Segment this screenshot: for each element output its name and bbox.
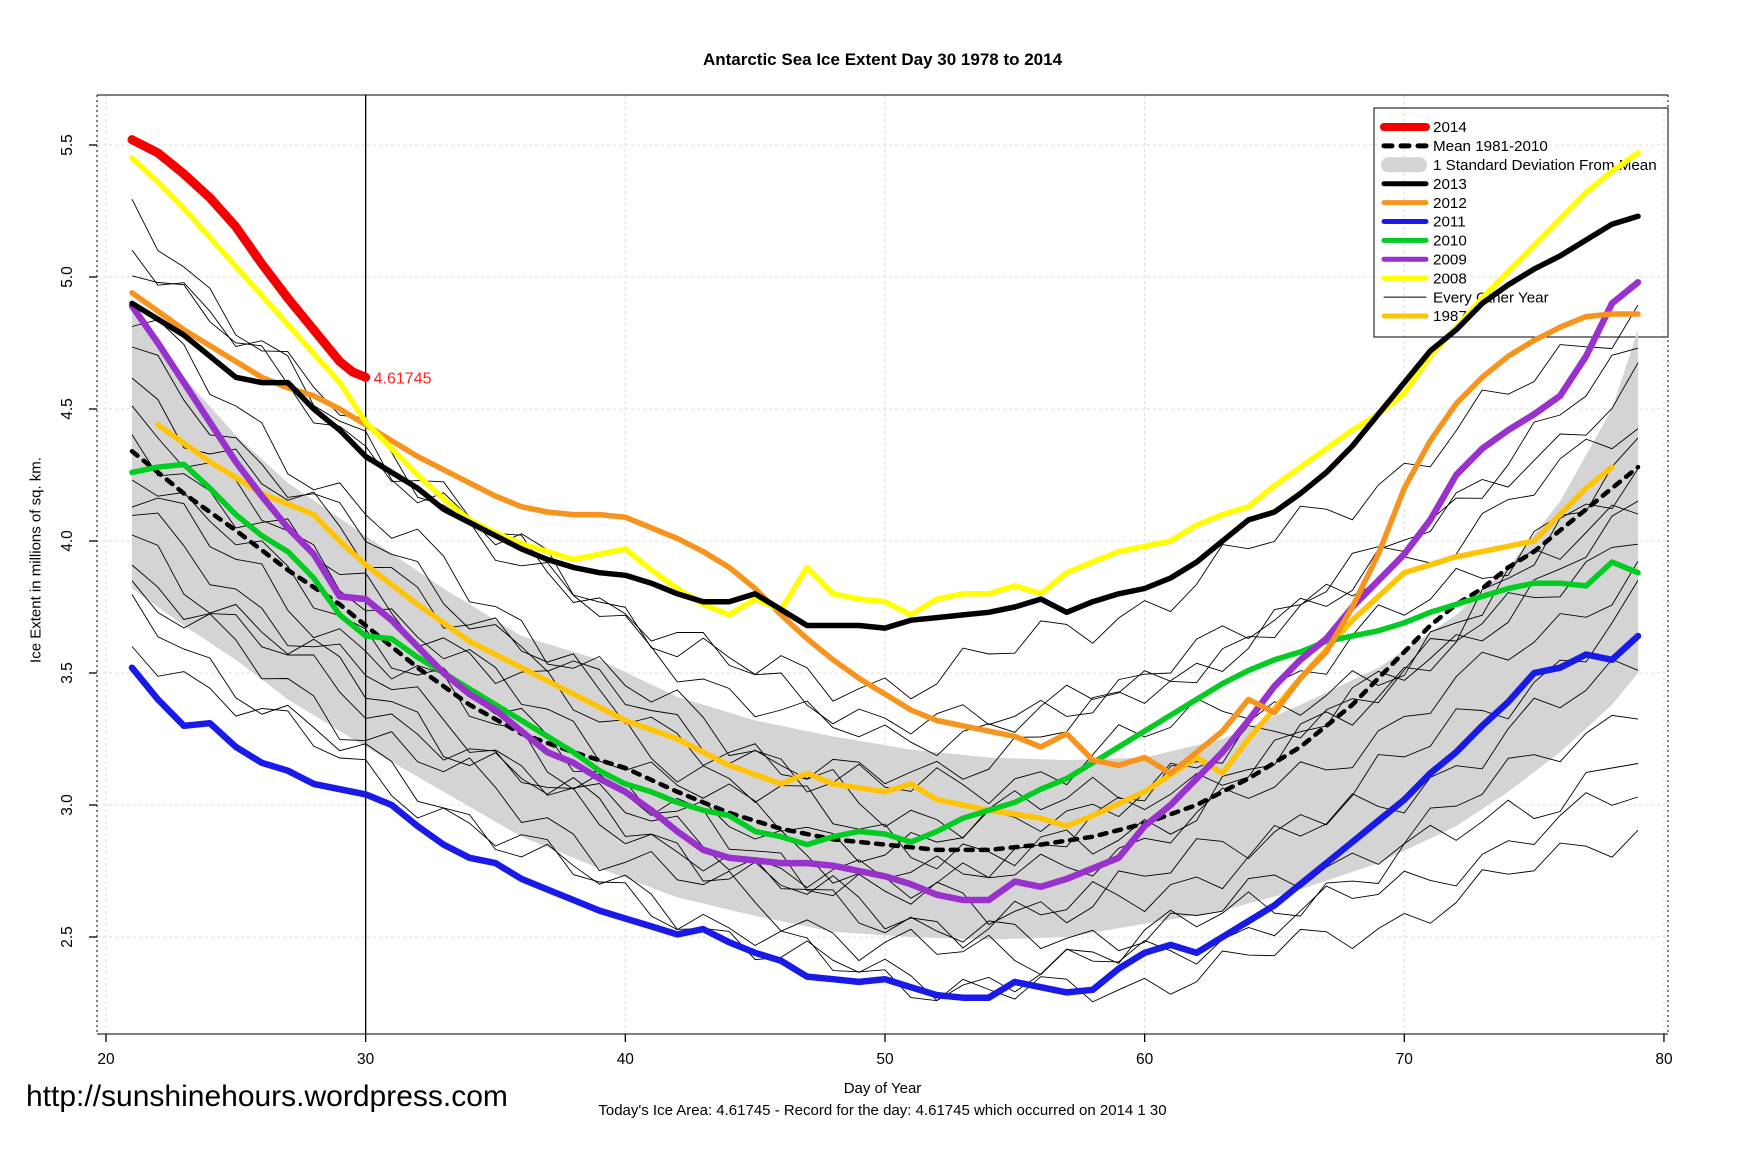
- legend-label: 2014: [1433, 119, 1467, 136]
- std-dev-band: [132, 308, 1638, 940]
- y-tick-label: 4.5: [59, 398, 76, 420]
- y-tick-label: 3.0: [59, 794, 76, 816]
- legend-item-2012: 2012: [1381, 195, 1467, 212]
- x-tick-label: 40: [617, 1051, 635, 1068]
- other-year-line: [131, 594, 1639, 1002]
- x-axis-title: Day of Year: [843, 1080, 922, 1097]
- legend-label: 2011: [1433, 214, 1466, 231]
- legend-swatch-band: [1381, 157, 1427, 173]
- legend-item-1-standard-deviation-from-mean: 1 Standard Deviation From Mean: [1381, 157, 1657, 174]
- other-year-line: [131, 377, 1639, 839]
- legend-item-every-other-year: Every Other Year: [1383, 289, 1549, 306]
- y-tick-label: 5.5: [59, 134, 76, 156]
- legend-item-2011: 2011: [1381, 214, 1466, 231]
- axes: 20 30 40 50 60 70 80 2.5 3.0 3.5 4.0 4.5 5.0 5.5: [59, 134, 1673, 1068]
- legend-item-2013: 2013: [1381, 176, 1467, 193]
- chart-title: Antarctic Sea Ice Extent Day 30 1978 to …: [702, 50, 1063, 69]
- x-tick-label: 80: [1655, 1051, 1673, 1068]
- y-tick-label: 3.5: [59, 662, 76, 684]
- other-year-line: [131, 534, 1639, 949]
- series-2010: [129, 461, 1641, 848]
- legend-item-2009: 2009: [1381, 252, 1467, 269]
- legend-item-mean-1981-2010: Mean 1981-2010: [1381, 138, 1548, 155]
- other-year-line: [131, 346, 1639, 785]
- legend-label: 2009: [1433, 252, 1467, 269]
- legend-label: 2013: [1433, 176, 1467, 193]
- y-tick-label: 4.0: [59, 530, 76, 552]
- footnote: Today's Ice Area: 4.61745 - Record for t…: [598, 1102, 1167, 1119]
- legend-item-2008: 2008: [1381, 270, 1467, 287]
- series-1987: [155, 422, 1615, 829]
- legend-label: Mean 1981-2010: [1433, 138, 1548, 155]
- legend-label: 1 Standard Deviation From Mean: [1433, 157, 1657, 174]
- x-tick-label: 50: [876, 1051, 894, 1068]
- series-2011: [128, 632, 1642, 1001]
- legend: 2014 Mean 1981-2010 1 Standard Deviation F…: [1373, 107, 1669, 338]
- series-2012: [129, 290, 1641, 777]
- legend-item-1987: 1987: [1381, 308, 1467, 325]
- legend-item-2010: 2010: [1381, 233, 1467, 250]
- series-mean-1981-2010: [129, 448, 1641, 853]
- other-year-line: [131, 434, 1639, 870]
- x-tick-label: 70: [1396, 1051, 1414, 1068]
- other-year-line: [131, 646, 1639, 1003]
- x-tick-label: 20: [97, 1051, 115, 1068]
- other-year-line: [131, 249, 1639, 702]
- legend-label: 2012: [1433, 195, 1467, 212]
- other-year-line: [131, 319, 1639, 805]
- legend-item-2014: 2014: [1380, 119, 1467, 136]
- series-2014: [127, 135, 371, 382]
- y-tick-label: 5.0: [59, 266, 76, 288]
- x-tick-label: 30: [357, 1051, 375, 1068]
- other-year-line: [131, 564, 1639, 952]
- site-url: http://sunshinehours.wordpress.com: [26, 1080, 508, 1113]
- legend-box: [1373, 107, 1669, 338]
- series-2013: [129, 213, 1641, 631]
- other-year-line: [131, 497, 1639, 926]
- other-year-line: [131, 580, 1639, 976]
- series-2009: [128, 279, 1642, 904]
- legend-label: 2008: [1433, 270, 1467, 287]
- y-tick-label: 2.5: [59, 926, 76, 948]
- x-tick-label: 60: [1136, 1051, 1154, 1068]
- legend-label: 2010: [1433, 233, 1467, 250]
- record-annotation: 4.61745: [374, 371, 432, 388]
